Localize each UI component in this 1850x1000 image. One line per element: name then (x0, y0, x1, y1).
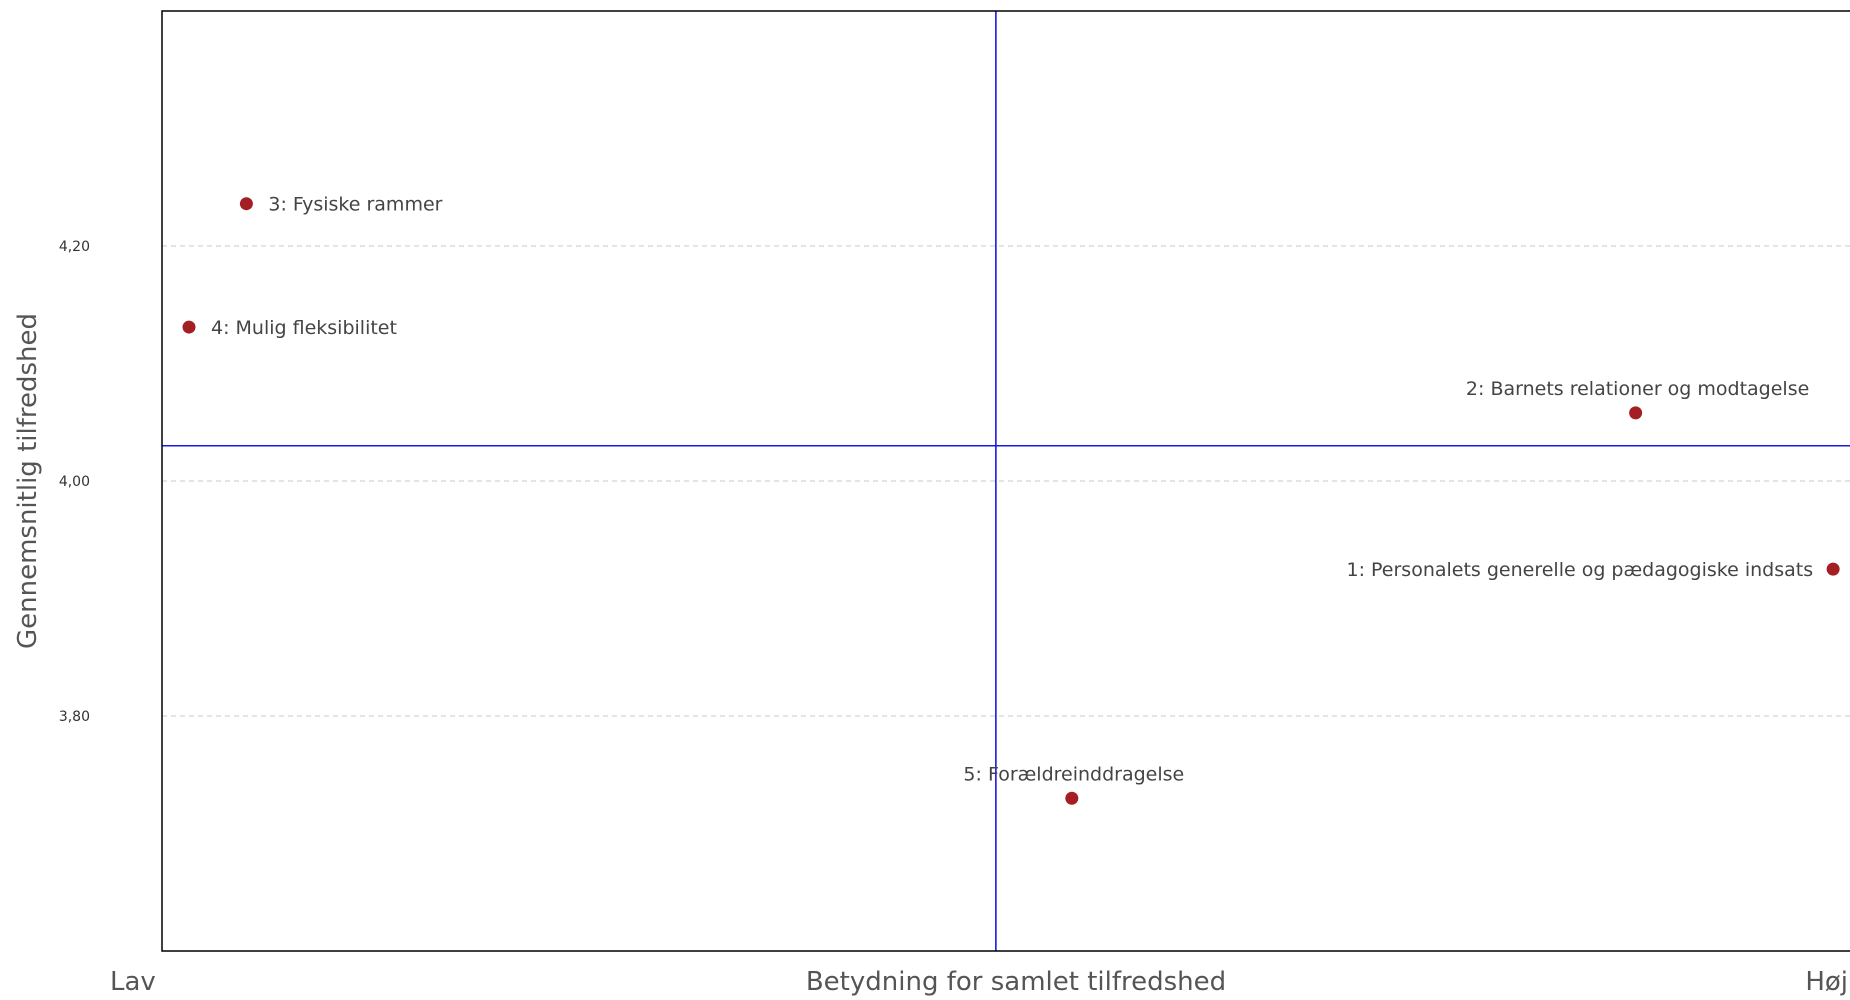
y-tick-label: 3,80 (59, 709, 90, 725)
x-axis-title: Betydning for samlet tilfredshed (806, 967, 1226, 997)
plot-frame (161, 10, 1850, 952)
y-axis-ticks: 3,80 4,00 4,20 (59, 239, 90, 725)
data-point (1826, 562, 1840, 576)
y-tick-label: 4,20 (59, 239, 90, 255)
y-tick-label: 4,00 (59, 474, 90, 490)
x-axis-low-label: Lav (110, 967, 156, 997)
data-point-label: 3: Fysiske rammer (268, 194, 442, 216)
data-point-label: 4: Mulig fleksibilitet (211, 317, 397, 339)
y-axis-title: Gennemsnitlig tilfredshed (13, 313, 43, 649)
grid-lines (162, 245, 1850, 717)
data-point (1629, 406, 1643, 420)
x-axis-high-label: Høj (1805, 967, 1848, 997)
data-points: 1: Personalets generelle og pædagogiske … (182, 194, 1840, 805)
reference-lines (162, 11, 1850, 951)
data-point-label: 1: Personalets generelle og pædagogiske … (1346, 559, 1813, 581)
data-point-label: 2: Barnets relationer og modtagelse (1466, 378, 1809, 400)
data-point-label: 5: Forældreinddragelse (963, 763, 1184, 785)
data-point (1065, 791, 1079, 805)
data-point (182, 320, 196, 334)
data-point (239, 197, 253, 211)
